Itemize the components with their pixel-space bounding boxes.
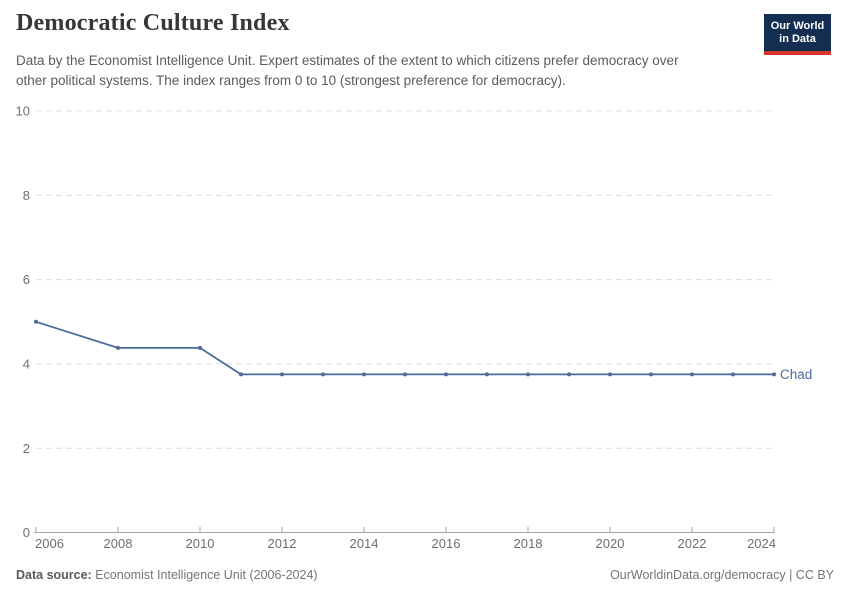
data-point — [690, 372, 694, 377]
x-tick-label: 2020 — [596, 536, 625, 551]
data-point — [731, 372, 735, 377]
data-point — [198, 345, 202, 350]
x-tick-label: 2014 — [350, 536, 379, 551]
x-tick-label: 2008 — [104, 536, 133, 551]
credit-link[interactable]: OurWorldinData.org/democracy | CC BY — [610, 568, 834, 582]
data-source-label: Data source: — [16, 568, 92, 582]
data-point — [567, 372, 571, 377]
owid-logo-line-1: Our World — [770, 20, 825, 32]
x-tick-label: 2022 — [678, 536, 707, 551]
y-tick-label: 0 — [23, 525, 30, 540]
owid-logo-line-2: in Data — [779, 33, 816, 45]
data-point — [280, 372, 284, 377]
y-tick-label: 10 — [16, 104, 30, 119]
y-tick-label: 4 — [23, 356, 30, 371]
y-tick-label: 8 — [23, 188, 30, 203]
data-point — [362, 372, 366, 377]
data-point — [239, 372, 243, 377]
data-point — [403, 372, 407, 377]
data-point — [649, 372, 653, 377]
data-point — [485, 372, 489, 377]
data-point — [116, 345, 120, 350]
subtitle-line-2: other political systems. The index range… — [16, 72, 566, 88]
x-tick-label: 2006 — [35, 536, 64, 551]
y-tick-label: 2 — [23, 441, 30, 456]
subtitle-line-1: Data by the Economist Intelligence Unit.… — [16, 53, 679, 68]
y-tick-label: 6 — [23, 272, 30, 287]
data-source-value: Economist Intelligence Unit (2006-2024) — [95, 568, 318, 582]
data-source: Data source: Economist Intelligence Unit… — [16, 568, 318, 582]
x-tick-label: 2018 — [514, 536, 543, 551]
x-tick-label: 2024 — [747, 536, 776, 551]
data-point — [526, 372, 530, 377]
chart-subtitle: Data by the Economist Intelligence Unit.… — [16, 51, 761, 90]
entity-label: Chad — [780, 367, 812, 382]
data-point — [321, 372, 325, 377]
series-line — [35, 320, 775, 376]
owid-logo[interactable]: Our World in Data — [764, 14, 831, 55]
x-tick-label: 2016 — [432, 536, 461, 551]
data-point — [608, 372, 612, 377]
data-point — [444, 372, 448, 377]
x-tick-label: 2012 — [268, 536, 297, 551]
data-point — [772, 372, 776, 377]
x-tick-label: 2010 — [186, 536, 215, 551]
page-title: Democratic Culture Index — [16, 10, 290, 36]
data-point — [34, 319, 38, 324]
chart-footer: Data source: Economist Intelligence Unit… — [16, 568, 834, 582]
